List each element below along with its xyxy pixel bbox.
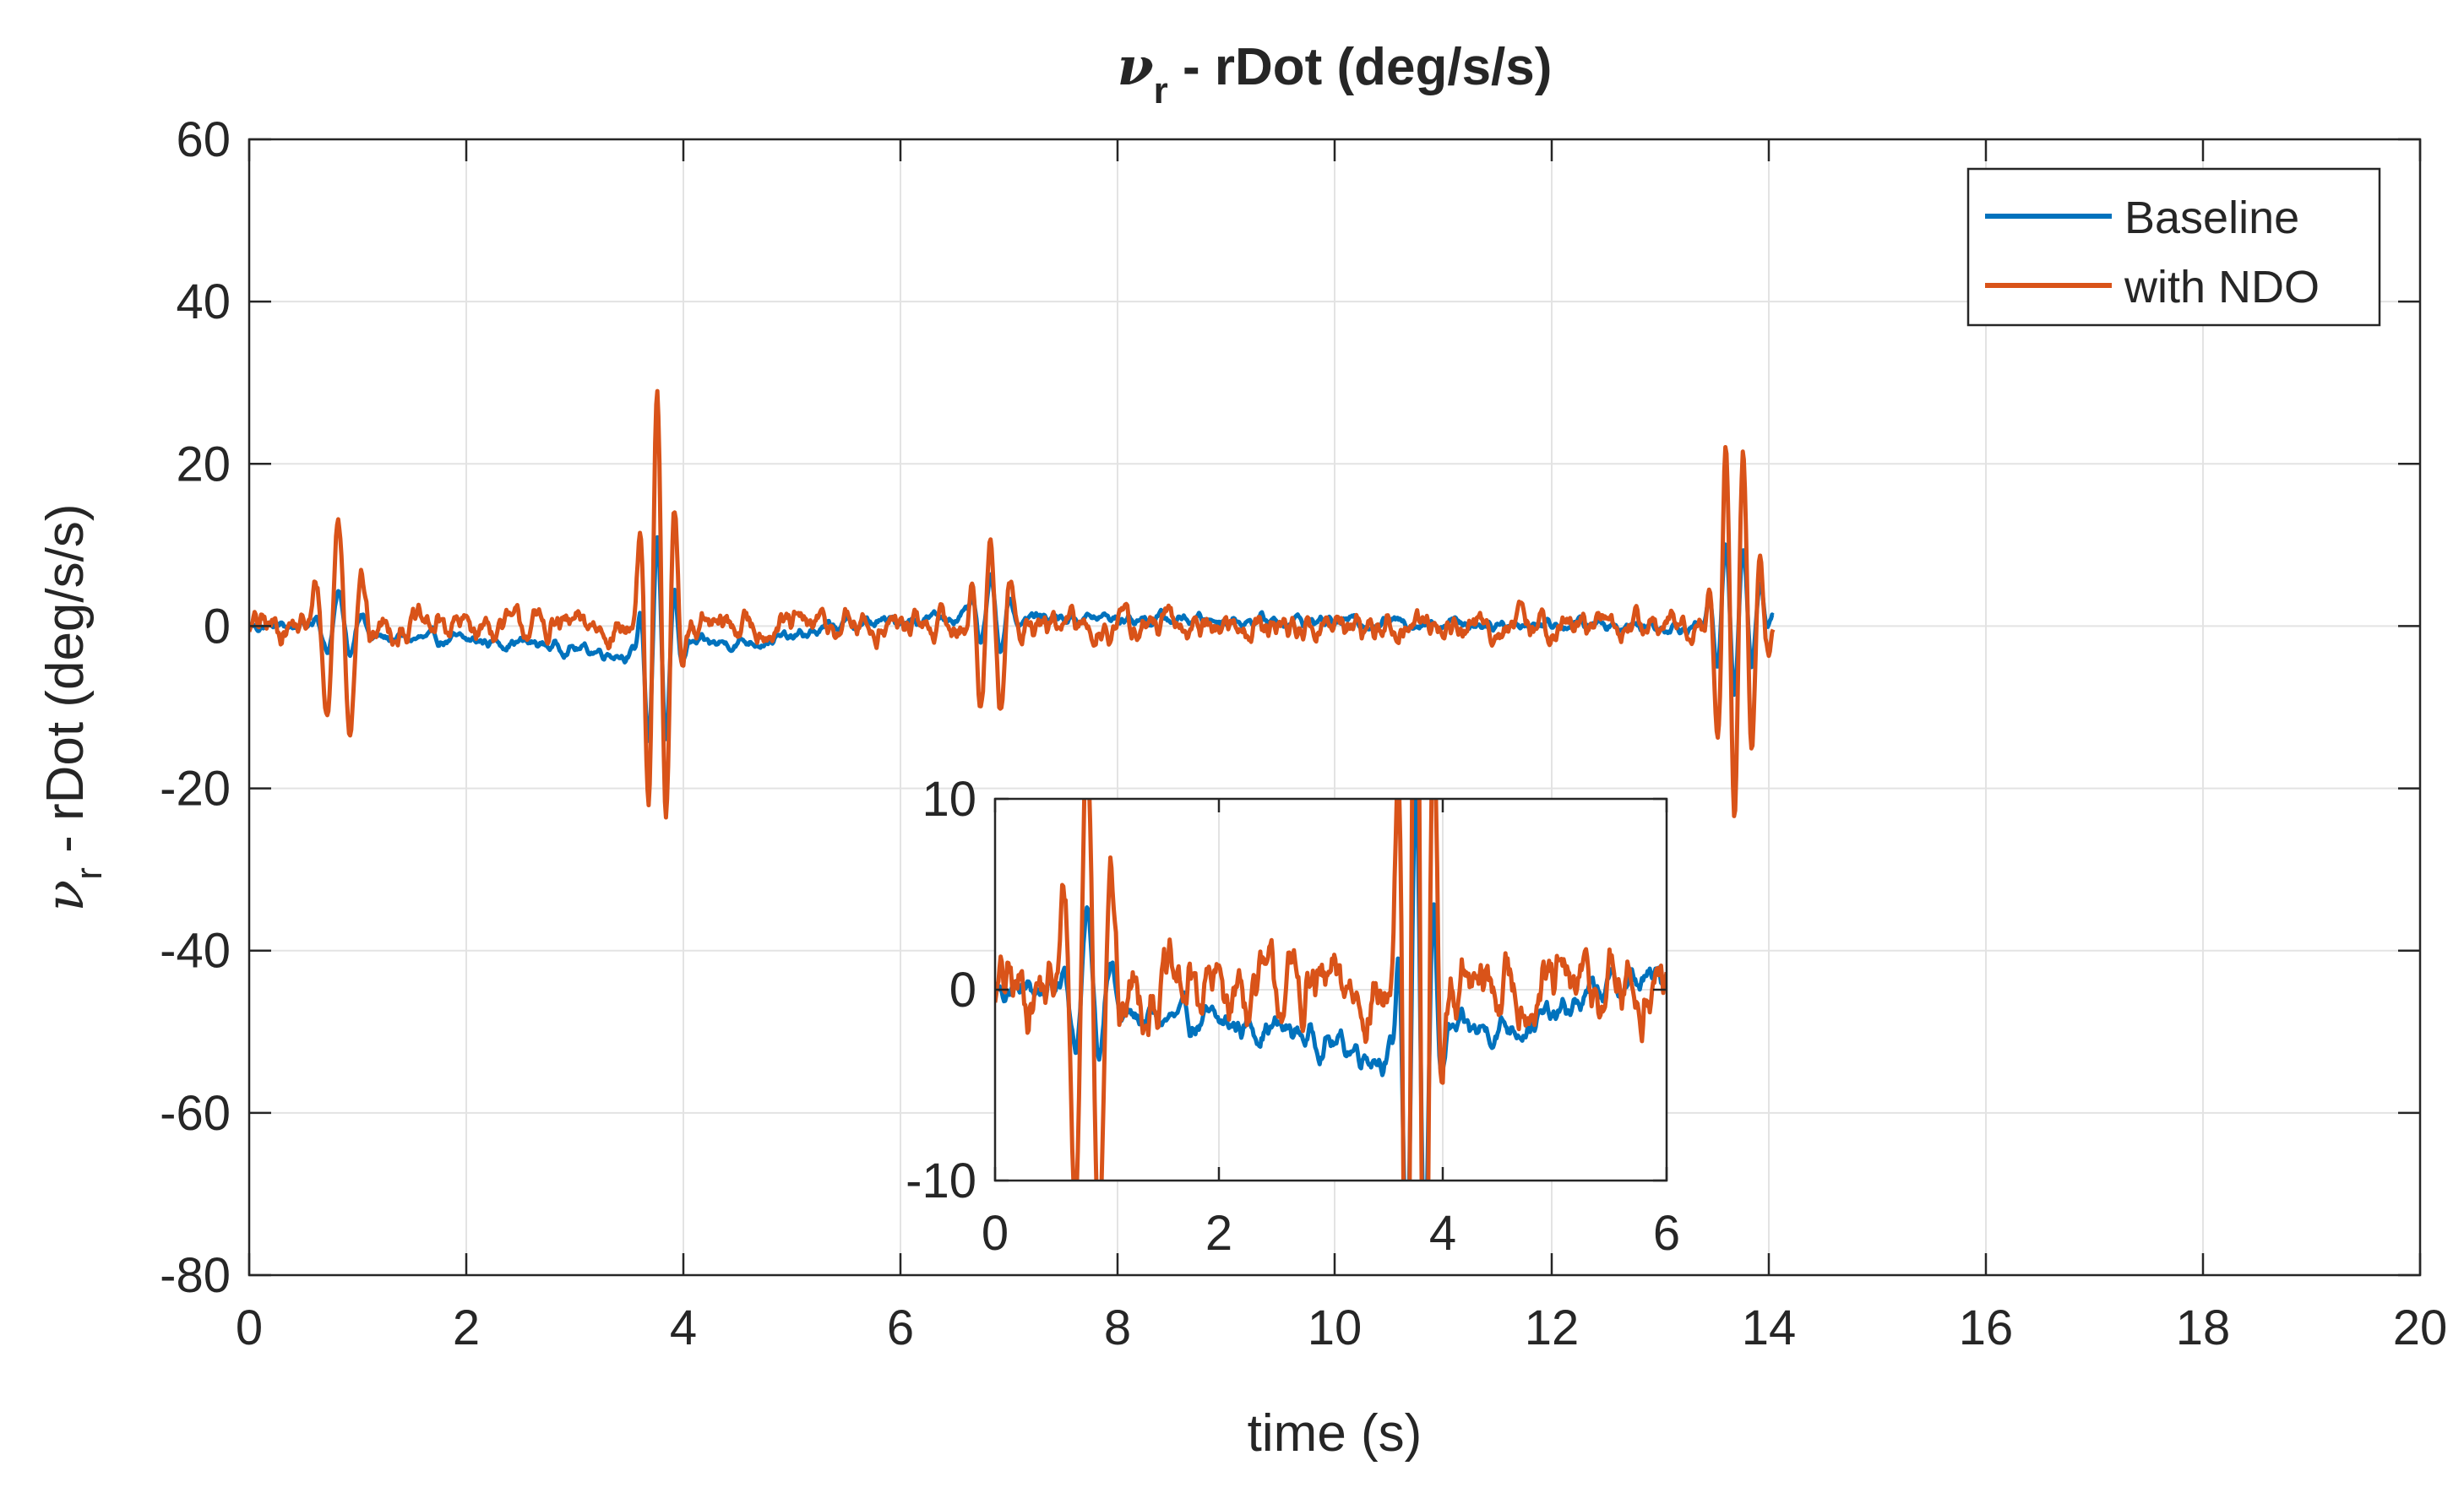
inset-x-tick-label: 4 xyxy=(1429,1206,1456,1261)
main-x-tick-label: 16 xyxy=(1959,1300,2014,1355)
title-symbol: ν xyxy=(1118,35,1154,97)
main-y-tick-label: -80 xyxy=(160,1248,231,1303)
main-x-tick-label: 14 xyxy=(1742,1300,1797,1355)
inset-series-with-ndo xyxy=(995,799,1667,1181)
inset-y-tick-label: 0 xyxy=(949,963,976,1018)
legend-label-baseline: Baseline xyxy=(2124,193,2299,243)
inset-x-tick-label: 0 xyxy=(982,1206,1009,1261)
legend: Baseline with NDO xyxy=(1966,167,2381,327)
main-x-tick-label: 8 xyxy=(1104,1300,1131,1355)
main-y-tick-label: -20 xyxy=(160,762,231,817)
y-axis-label: νr - rDot (deg/s/s) xyxy=(34,504,110,912)
main-x-tick-label: 0 xyxy=(236,1300,263,1355)
x-axis-label: time (s) xyxy=(1248,1404,1422,1463)
main-series-baseline xyxy=(249,535,1775,743)
main-y-tick-label: 40 xyxy=(176,274,231,329)
main-x-tick-label: 12 xyxy=(1525,1300,1580,1355)
main-lines xyxy=(249,388,1776,820)
main-series-with-ndo xyxy=(249,388,1776,820)
chart-title: νr - rDot (deg/s/s) xyxy=(1118,35,1553,111)
inset-x-tick-label: 6 xyxy=(1653,1206,1680,1261)
main-x-tick-label: 6 xyxy=(887,1300,914,1355)
inset-lines xyxy=(995,799,1667,1181)
ylabel-text: - rDot (deg/s/s) xyxy=(36,504,95,868)
main-y-tick-label: 0 xyxy=(204,599,231,654)
main-x-tick-label: 2 xyxy=(453,1300,480,1355)
inset-y-tick-label: -10 xyxy=(906,1154,976,1208)
inset-y-tick-label: 10 xyxy=(922,772,976,827)
inset-x-tick-label: 2 xyxy=(1205,1206,1232,1261)
legend-label-ndo: with NDO xyxy=(2124,262,2320,312)
legend-box xyxy=(1966,167,2381,327)
main-x-tick-label: 18 xyxy=(2176,1300,2231,1355)
main-x-tick-label: 10 xyxy=(1308,1300,1363,1355)
title-text: - rDot (deg/s/s) xyxy=(1168,38,1553,96)
main-x-tick-label: 20 xyxy=(2393,1300,2448,1355)
ylabel-subscript: r xyxy=(68,867,110,880)
main-y-tick-label: -60 xyxy=(160,1086,231,1141)
ylabel-symbol: ν xyxy=(34,880,95,912)
main-y-tick-label: 60 xyxy=(176,112,231,167)
main-x-tick-label: 4 xyxy=(670,1300,697,1355)
main-y-tick-label: -40 xyxy=(160,924,231,979)
title-subscript: r xyxy=(1154,70,1168,111)
main-y-tick-label: 20 xyxy=(176,437,231,491)
